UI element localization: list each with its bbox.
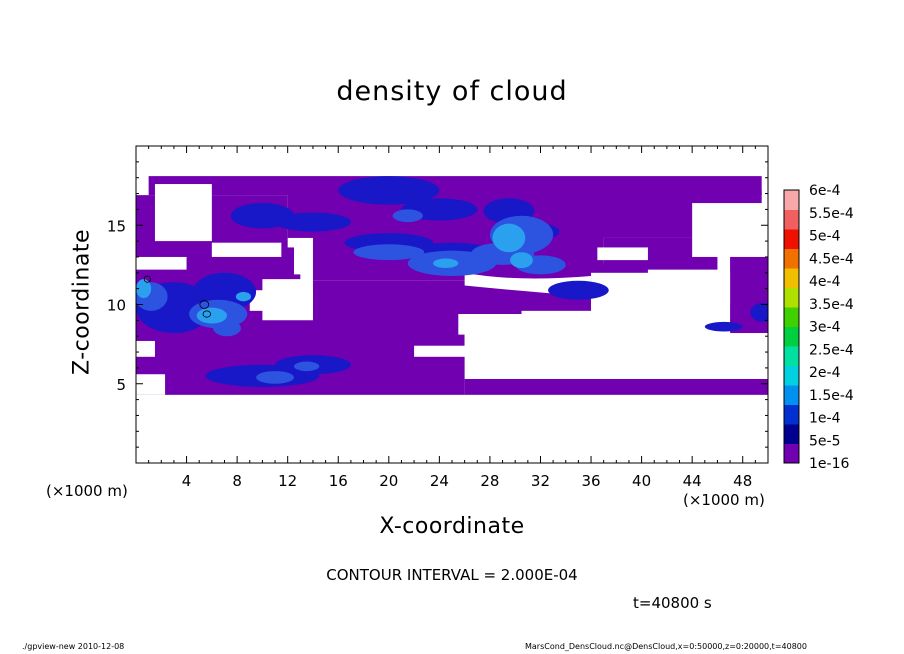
colorbar-label: 1.5e-4	[809, 388, 854, 404]
colorbar-swatch	[784, 424, 799, 444]
y-tick-label: 10	[107, 297, 126, 315]
colorbar-swatch	[784, 229, 799, 249]
colorbar-swatch	[784, 443, 799, 464]
x-tick-label: 48	[733, 472, 752, 490]
colorbar-swatch	[784, 326, 799, 347]
x-tick-label: 32	[531, 472, 550, 490]
field-strong-patch	[196, 307, 228, 324]
field-weak-patch	[750, 302, 768, 322]
field-strong-patch	[433, 258, 459, 269]
colorbar-label: 6e-4	[809, 183, 841, 199]
field-moderate-patch	[294, 361, 320, 372]
x-axis-label: X-coordinate	[379, 514, 525, 539]
x-tick-label: 12	[278, 472, 297, 490]
y-axis-label: Z-coordinate	[69, 229, 95, 375]
colorbar-label: 1e-16	[809, 456, 849, 472]
x-tick-label: 4	[182, 472, 192, 490]
colorbar-swatch	[784, 209, 799, 230]
field-gap	[136, 340, 155, 357]
x-tick-label: 20	[379, 472, 398, 490]
x-tick-label: 8	[232, 472, 242, 490]
field-gap	[154, 184, 212, 242]
field-strong-patch	[235, 291, 252, 302]
colorbar-swatch	[784, 307, 799, 327]
colorbar-label: 5e-4	[809, 229, 841, 245]
field-weak-patch	[704, 321, 743, 332]
x-unit-label-right: (×1000 m)	[683, 491, 765, 509]
contour-line	[202, 310, 211, 318]
colorbar-label: 5e-5	[809, 433, 840, 449]
field-gap	[591, 272, 731, 335]
x-tick-label: 36	[581, 472, 600, 490]
colorbar-swatch	[784, 385, 799, 405]
colorbar-swatch	[784, 190, 799, 210]
contour-interval-text: CONTOUR INTERVAL = 2.000E-04	[326, 566, 578, 584]
colorbar-label: 3.5e-4	[809, 297, 854, 313]
colorbar-frame	[783, 189, 800, 464]
x-tick-label: 44	[683, 472, 702, 490]
field-strong-patch	[136, 279, 152, 299]
density-field	[136, 176, 768, 395]
field-moderate-patch	[256, 371, 294, 384]
time-label: t=40800 s	[633, 594, 712, 612]
field-weak-patch	[275, 212, 351, 232]
field-gap	[414, 345, 516, 357]
colorbar-label: 2.5e-4	[809, 342, 854, 358]
x-unit-label: (×1000 m)	[46, 482, 128, 500]
x-tick-label: 40	[632, 472, 651, 490]
y-tick-label: 15	[107, 217, 126, 235]
colorbar-label: 4e-4	[809, 274, 841, 290]
colorbar-swatch	[784, 404, 799, 425]
y-tick-label: 5	[116, 376, 126, 394]
footer-left-text: ./gpview-new 2010-12-08	[22, 642, 125, 651]
field-weak-patch	[338, 176, 440, 205]
field-gap	[294, 241, 308, 275]
colorbar-swatch	[784, 248, 799, 269]
colorbar-swatch	[784, 268, 799, 288]
colorbar-label: 2e-4	[809, 365, 841, 381]
field-gap	[249, 290, 313, 311]
x-tick-label: 24	[430, 472, 449, 490]
field-moderate-patch	[213, 320, 241, 337]
field-moderate-patch	[353, 244, 425, 261]
field-weak-patch	[548, 280, 609, 300]
contour-line	[199, 300, 210, 309]
colorbar-label: 5.5e-4	[809, 206, 854, 222]
colorbar: 1e-16 5e-5 1e-4 1.5e-4 2e-4 2.5e-4 3e-4 3.5e-4 4…	[783, 183, 854, 472]
field-gap	[458, 314, 573, 335]
x-tick-label: 16	[329, 472, 348, 490]
colorbar-label: 3e-4	[809, 320, 841, 336]
plot-area	[136, 176, 768, 395]
colorbar-swatch	[784, 365, 799, 386]
contour-line	[143, 275, 151, 283]
field-strong-patch	[510, 252, 533, 269]
footer-right-text: MarsCond_DensCloud.nc@DensCloud,x=0:5000…	[525, 642, 807, 651]
colorbar-swatch	[784, 346, 799, 366]
colorbar-swatch	[784, 287, 799, 308]
field-gap	[597, 247, 648, 261]
chart-title: density of cloud	[336, 76, 568, 107]
colorbar-label: 1e-4	[809, 411, 841, 427]
field-moderate-patch	[392, 209, 423, 223]
field-background-patch	[237, 320, 313, 353]
field-gap	[692, 203, 768, 257]
x-tick-label: 28	[480, 472, 499, 490]
field-gap	[136, 374, 166, 395]
colorbar-label: 4.5e-4	[809, 251, 854, 267]
field-strong-patch	[492, 223, 526, 253]
field-gap	[211, 242, 282, 257]
